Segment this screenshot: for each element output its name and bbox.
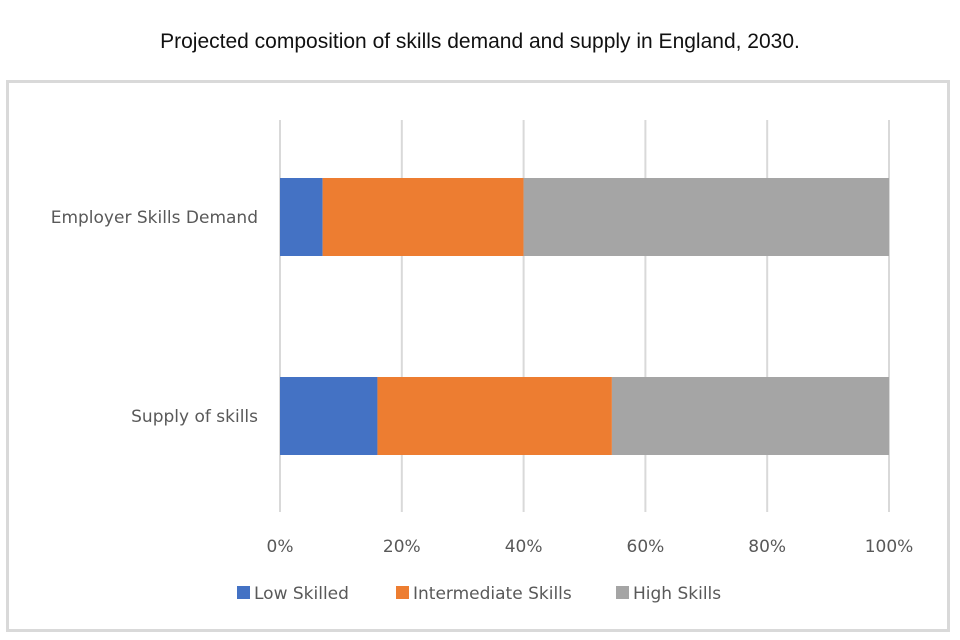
x-tick-label: 0% bbox=[267, 537, 294, 557]
chart-frame bbox=[6, 80, 950, 632]
legend-label: Intermediate Skills bbox=[413, 584, 572, 604]
legend-swatch bbox=[237, 586, 250, 599]
bar-segment bbox=[280, 377, 378, 455]
x-tick-label: 20% bbox=[383, 537, 421, 557]
bar-segment bbox=[611, 377, 889, 455]
legend-swatch bbox=[616, 586, 629, 599]
x-tick-label: 80% bbox=[748, 537, 786, 557]
bar-segment bbox=[523, 178, 889, 256]
legend-label: Low Skilled bbox=[254, 584, 349, 604]
x-tick-label: 100% bbox=[865, 537, 914, 557]
x-tick-label: 40% bbox=[505, 537, 543, 557]
category-label: Supply of skills bbox=[131, 407, 258, 427]
bar-segment bbox=[377, 377, 612, 455]
legend-label: High Skills bbox=[633, 584, 721, 604]
x-tick-label: 60% bbox=[627, 537, 665, 557]
bar-segment bbox=[322, 178, 524, 256]
category-label: Employer Skills Demand bbox=[51, 208, 258, 228]
legend-swatch bbox=[396, 586, 409, 599]
chart-title: Projected composition of skills demand a… bbox=[160, 30, 800, 53]
bar-segment bbox=[280, 178, 323, 256]
